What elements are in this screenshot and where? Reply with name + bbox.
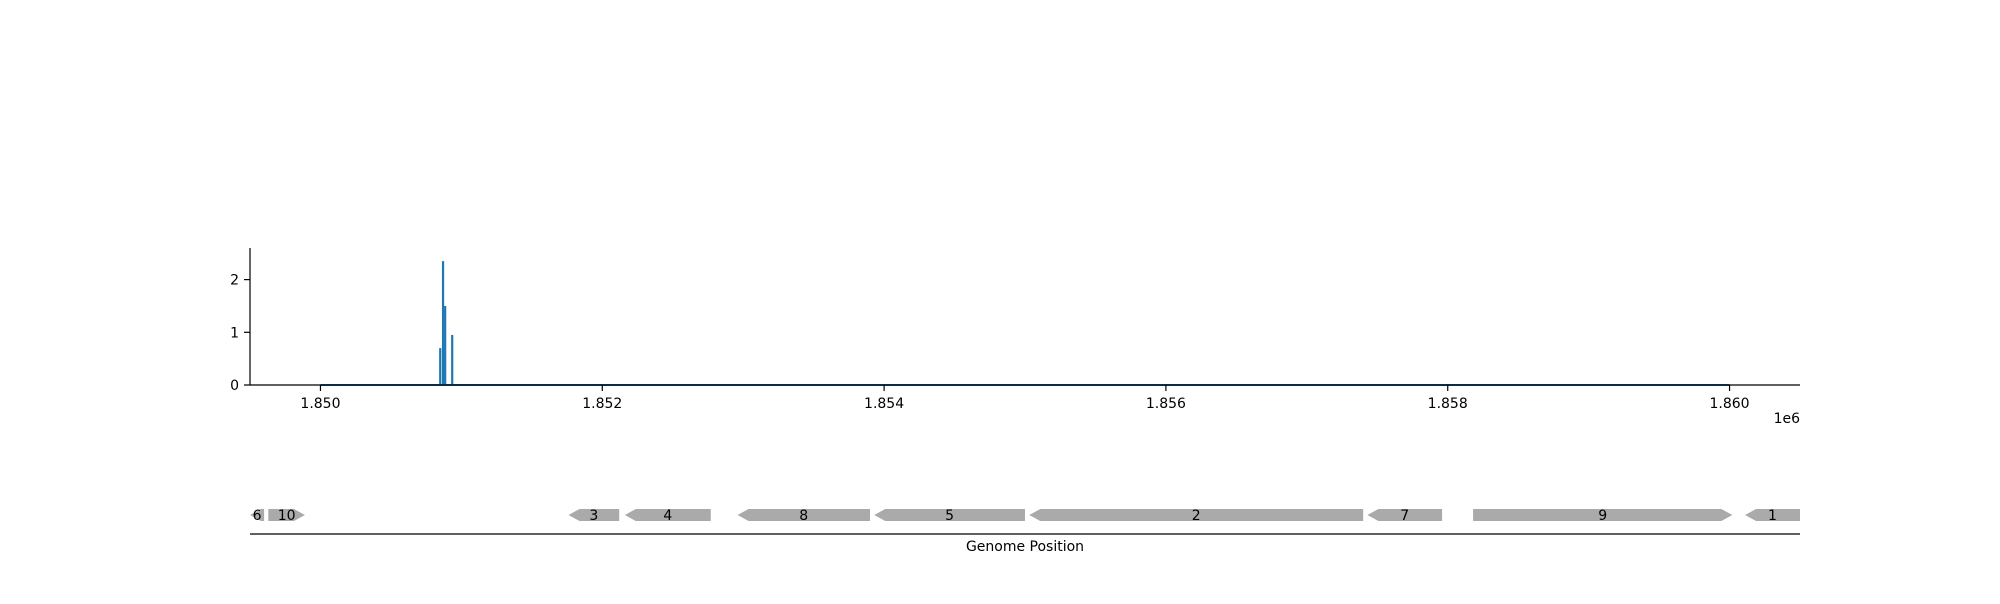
gene-arrow bbox=[1029, 509, 1364, 521]
gene-arrow bbox=[250, 509, 265, 521]
gene-label: 4 bbox=[663, 508, 672, 524]
gene-arrow bbox=[737, 509, 870, 521]
gene-label: 1 bbox=[1768, 508, 1777, 524]
x-tick-label: 1.858 bbox=[1428, 396, 1468, 412]
y-tick-label: 1 bbox=[230, 325, 239, 341]
x-offset-label: 1e6 bbox=[1774, 411, 1801, 427]
gene-label: 3 bbox=[589, 508, 598, 524]
gene-arrow bbox=[874, 509, 1025, 521]
x-tick-label: 1.850 bbox=[300, 396, 340, 412]
gene-map-panel: 6 10 3 4 8 5 2 7 9 1 Genome Position bbox=[250, 508, 1800, 555]
gene-label: 8 bbox=[799, 508, 808, 524]
y-tick-label: 0 bbox=[230, 378, 239, 394]
gene-label: 9 bbox=[1598, 508, 1607, 524]
gene-arrow bbox=[568, 509, 620, 521]
gene-label: 2 bbox=[1192, 508, 1201, 524]
coverage-panel: 0 1 2 1.850 1.852 1.854 1.856 1.858 1.860 1e6 bbox=[230, 248, 1800, 427]
gene-arrow bbox=[624, 509, 711, 521]
gene-label: 10 bbox=[278, 508, 296, 524]
gene-arrow bbox=[268, 509, 305, 521]
x-tick-label: 1.854 bbox=[864, 396, 904, 412]
genome-axis-label: Genome Position bbox=[966, 539, 1084, 555]
x-tick-label: 1.856 bbox=[1146, 396, 1186, 412]
x-tick-label: 1.852 bbox=[582, 396, 622, 412]
gene-arrow bbox=[1367, 509, 1443, 521]
y-tick-label: 2 bbox=[230, 273, 239, 289]
x-tick-label: 1.860 bbox=[1709, 396, 1749, 412]
gene-label: 7 bbox=[1400, 508, 1409, 524]
gene-label: 5 bbox=[945, 508, 954, 524]
gene-arrow bbox=[1745, 509, 1800, 521]
gene-label: 6 bbox=[253, 508, 262, 524]
gene-arrow bbox=[1473, 509, 1733, 521]
